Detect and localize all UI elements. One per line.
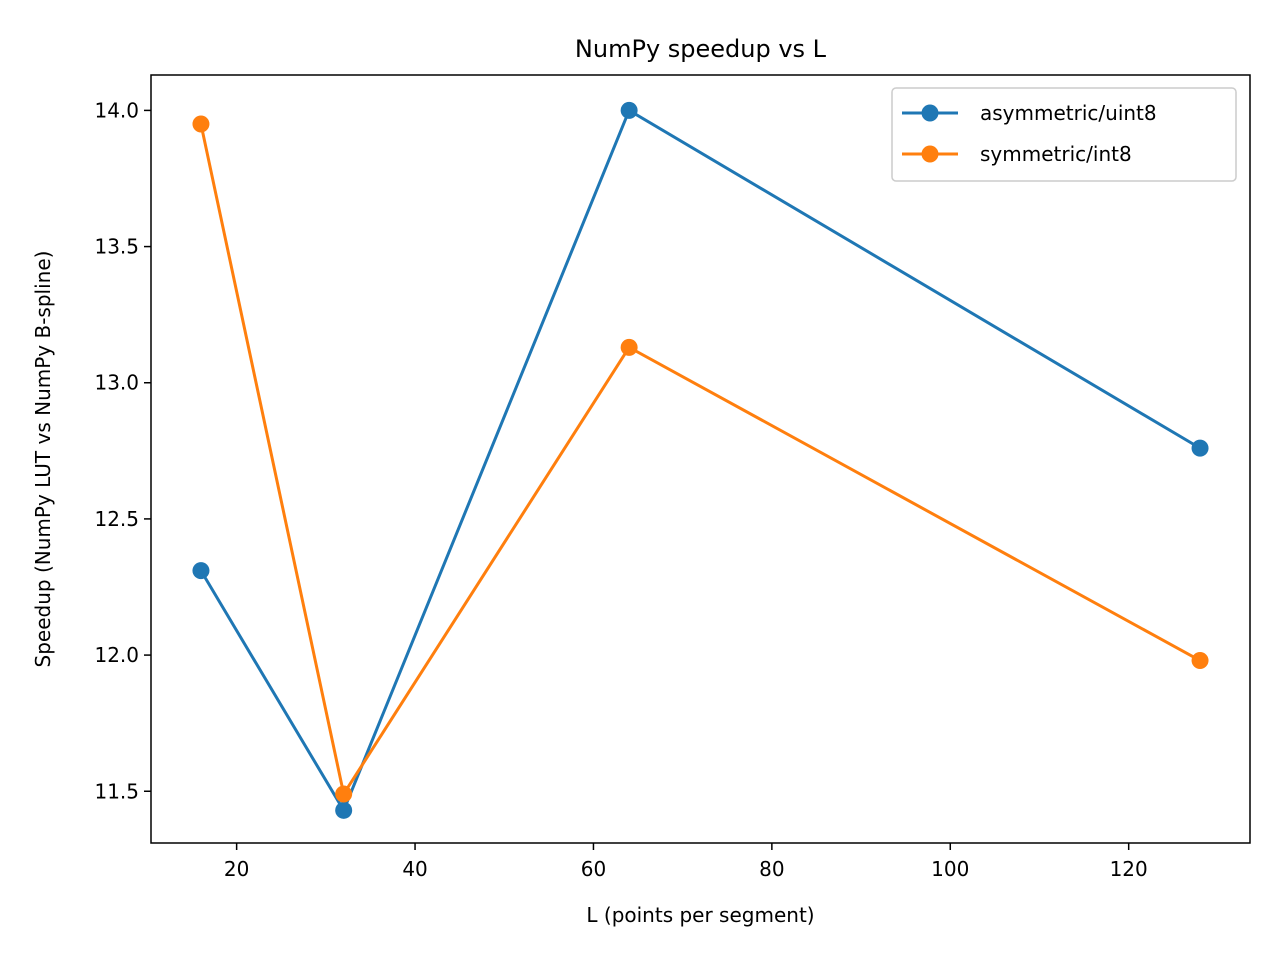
y-tick-label: 13.0 xyxy=(94,371,139,395)
y-tick-label: 12.5 xyxy=(94,507,139,531)
y-tick-label: 11.5 xyxy=(94,779,139,803)
data-point xyxy=(1191,439,1209,457)
y-tick-label: 13.5 xyxy=(94,235,139,259)
y-tick-label: 14.0 xyxy=(94,98,139,122)
series-line-2 xyxy=(199,123,1201,796)
legend-marker xyxy=(921,104,939,122)
data-point xyxy=(620,101,638,119)
x-tick-label: 20 xyxy=(224,857,249,881)
legend-label: symmetric/int8 xyxy=(980,142,1132,166)
x-tick-label: 100 xyxy=(931,857,969,881)
x-tick-label: 40 xyxy=(402,857,427,881)
data-point xyxy=(192,562,210,580)
y-axis-label: Speedup (NumPy LUT vs NumPy B-spline) xyxy=(31,251,55,668)
data-point xyxy=(335,801,353,819)
legend: asymmetric/uint8 symmetric/int8 xyxy=(891,87,1237,182)
y-tick-label: 12.0 xyxy=(94,643,139,667)
x-axis-label: L (points per segment) xyxy=(586,903,814,927)
data-point xyxy=(1191,652,1209,670)
legend-box xyxy=(891,87,1237,182)
data-point xyxy=(620,338,638,356)
data-point xyxy=(335,785,353,803)
x-tick-label: 80 xyxy=(759,857,784,881)
x-tick-label: 120 xyxy=(1110,857,1148,881)
legend-marker xyxy=(921,145,939,163)
chart-title: NumPy speedup vs L xyxy=(575,35,827,63)
series-line-1 xyxy=(199,108,1201,812)
plot-area: 20 40 60 80 100 120 11.5 12.0 12.5 13.0 13.5 14.0 xyxy=(94,74,1251,881)
legend-label: asymmetric/uint8 xyxy=(980,101,1157,125)
plot-frame xyxy=(150,74,1251,844)
x-tick-label: 60 xyxy=(581,857,606,881)
data-point xyxy=(192,115,210,133)
